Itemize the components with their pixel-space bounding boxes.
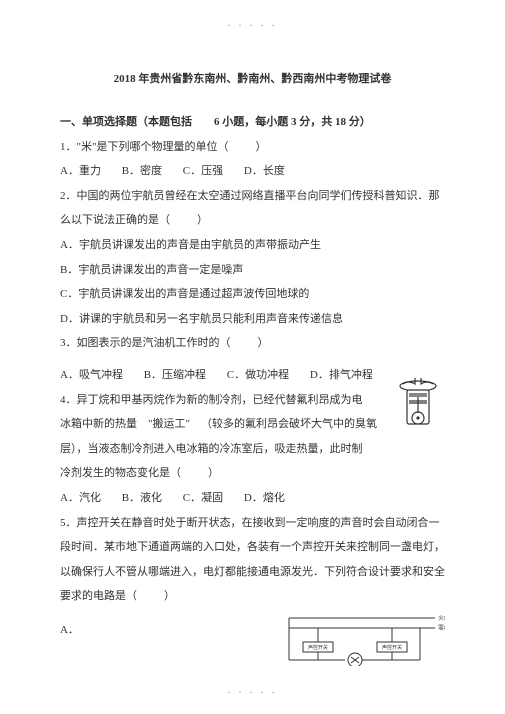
q1-opt-c: C．压强 — [183, 165, 223, 177]
q3-close: ） — [258, 337, 269, 349]
q1-opt-a: A．重力 — [60, 165, 101, 177]
q2-stem2: 么以下说法正确的是（ ） — [60, 212, 445, 230]
q2-opt-d: D．讲课的宇航员和另一名宇航员只能利用声音来传递信息 — [60, 311, 445, 329]
q5-text4: 要求的电路是（ — [60, 590, 137, 602]
q3-opt-c: C．做功冲程 — [227, 369, 289, 381]
q4-opt-d: D．熔化 — [244, 492, 285, 504]
q1-close: ） — [255, 141, 266, 153]
q1-opt-b: B．密度 — [122, 165, 162, 177]
q4-close: ） — [208, 467, 219, 479]
exam-title: 2018 年贵州省黔东南州、黔南州、黔西南州中考物理试卷 — [60, 70, 445, 86]
q3-text: 3．如图表示的是汽油机工作时的（ — [60, 337, 231, 349]
q4-text4: 冷剂发生的物态变化是（ — [60, 467, 181, 479]
q4-stem1: 4．异丁烷和甲基丙烷作为新的制冷剂，已经代替氟利昂成为电 — [60, 392, 445, 410]
q4-opt-c: C．凝固 — [183, 492, 223, 504]
q3-stem: 3．如图表示的是汽油机工作时的（ ） — [60, 335, 445, 353]
q1-paren — [228, 141, 255, 153]
section1-header: 一、单项选择题（本题包括 6 小题，每小题 3 分，共 18 分） — [60, 114, 445, 132]
q3-opt-b: B．压缩冲程 — [144, 369, 206, 381]
q1-opt-d: D．长度 — [244, 165, 285, 177]
dots-top: . . . . . — [0, 18, 505, 29]
circuit-diagram-icon: 声控开关 声控开关 火线 零线 — [285, 610, 445, 666]
circuit-neutral-label: 零线 — [438, 624, 445, 632]
q4-opt-b: B．液化 — [122, 492, 162, 504]
q1-options: A．重力 B．密度 C．压强 D．长度 — [60, 163, 445, 181]
q1-stem: 1．"米"是下列哪个物理量的单位（ ） — [60, 139, 445, 157]
piston-diagram-icon — [393, 378, 443, 438]
page-content: 2018 年贵州省黔东南州、黔南州、黔西南州中考物理试卷 一、单项选择题（本题包… — [0, 0, 505, 666]
circuit-live-label: 火线 — [438, 614, 445, 622]
q2-opt-b: B．宇航员讲课发出的声音一定是噪声 — [60, 262, 445, 280]
q4-opt-a: A．汽化 — [60, 492, 101, 504]
q4-stem2: 冰箱中新的热量 "搬运工" （较多的氟利昂会破坏大气中的臭氧 — [60, 416, 445, 434]
q5-stem3: 以确保行人不管从哪端进入，电灯都能接通电源发光．下列符合设计要求和安全 — [60, 564, 445, 582]
dots-bottom: . . . . . — [0, 685, 505, 696]
q4-stem3: 层），当液态制冷剂进入电冰箱的冷冻室后，吸走热量，此时制 — [60, 441, 445, 459]
q5-stem4: 要求的电路是（ ） — [60, 588, 445, 606]
q2-close: ） — [197, 214, 208, 226]
q5-stem2: 段时间．某市地下通道两端的入口处，各装有一个声控开关来控制同一盏电灯， — [60, 539, 445, 557]
q5-close: ） — [164, 590, 175, 602]
q2-text2: 么以下说法正确的是（ — [60, 214, 170, 226]
q2-opt-c: C．宇航员讲课发出的声音是通过超声波传回地球的 — [60, 286, 445, 304]
q3-opt-d: D．排气冲程 — [310, 369, 373, 381]
q3-options: A．吸气冲程 B．压缩冲程 C．做功冲程 D．排气冲程 — [60, 367, 445, 385]
q4-stem4: 冷剂发生的物态变化是（ ） — [60, 465, 445, 483]
q2-stem1: 2．中国的两位宇航员曾经在太空通过网络直播平台向同学们传授科普知识．那 — [60, 188, 445, 206]
q4-paren — [181, 467, 208, 479]
q3-paren — [231, 337, 258, 349]
q3-opt-a: A．吸气冲程 — [60, 369, 123, 381]
circuit-label-1: 声控开关 — [308, 644, 328, 651]
q2-opt-a: A．宇航员讲课发出的声音是由宇航员的声带振动产生 — [60, 237, 445, 255]
circuit-label-2: 声控开关 — [382, 644, 402, 651]
q4-options: A．汽化 B．液化 C．凝固 D．熔化 — [60, 490, 445, 508]
q5-stem1: 5．声控开关在静音时处于断开状态，在接收到一定响度的声音时会自动闭合一 — [60, 515, 445, 533]
q2-paren — [170, 214, 197, 226]
q1-text: 1．"米"是下列哪个物理量的单位（ — [60, 141, 228, 153]
q5-paren — [137, 590, 164, 602]
